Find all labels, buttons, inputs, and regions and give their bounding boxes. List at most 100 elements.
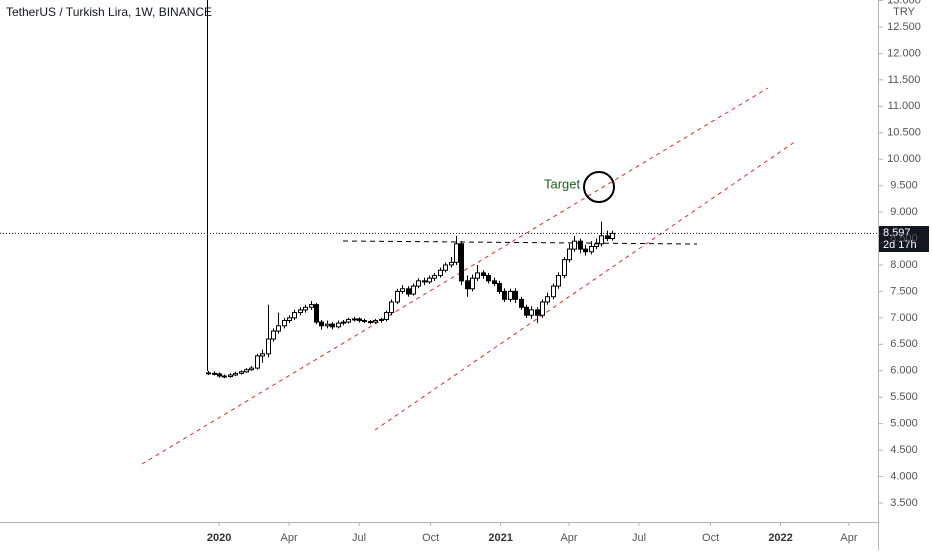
candle-body	[567, 248, 572, 261]
candle-body	[524, 306, 529, 316]
countdown: 2d 17h	[883, 239, 917, 251]
candle-body	[395, 290, 400, 303]
candle-body	[303, 306, 308, 311]
y-tick-label: 10.500	[887, 127, 921, 139]
candle-body	[411, 285, 416, 295]
candle-body	[309, 304, 314, 308]
y-tick-label: 5.500	[890, 391, 918, 403]
candle-body	[222, 375, 227, 378]
x-tick-label: Apr	[281, 532, 298, 544]
candle-body	[233, 372, 238, 376]
candle-body	[513, 290, 518, 300]
candle-body	[266, 338, 271, 355]
candle-body	[481, 272, 486, 277]
candle-body	[325, 323, 330, 327]
candle-body	[610, 232, 615, 240]
candle-body	[465, 280, 470, 290]
candle-body	[352, 318, 357, 321]
candle-body	[341, 321, 346, 324]
candle-body	[556, 275, 561, 287]
candle-body	[239, 371, 244, 374]
candle-body	[346, 318, 351, 323]
candle-body	[373, 319, 378, 323]
candle-body	[406, 288, 411, 295]
candle-body	[314, 304, 319, 323]
candle-body	[443, 264, 448, 271]
y-tick-label: 9.500	[890, 180, 918, 192]
candle-body	[362, 319, 367, 323]
y-tick-label: 11.500	[888, 74, 921, 86]
y-tick-label: 3.500	[890, 497, 918, 509]
candle-body	[336, 322, 341, 328]
candle-body	[497, 282, 502, 292]
x-tick-label: Oct	[702, 532, 719, 544]
candle-body	[502, 290, 507, 300]
candle-body	[605, 235, 610, 240]
candle-body	[519, 298, 524, 308]
candle-body	[454, 243, 459, 263]
candle-body	[244, 369, 249, 373]
candle-body	[459, 243, 464, 282]
channel-line	[141, 87, 769, 465]
y-tick-label: 9.000	[890, 206, 918, 218]
annotation: Target	[544, 176, 581, 191]
x-tick-label: 2022	[768, 532, 792, 544]
candle-body	[206, 372, 211, 375]
candle-body	[427, 277, 432, 283]
candle-body	[276, 325, 281, 332]
candle-body	[228, 374, 233, 378]
candle-body	[545, 296, 550, 303]
candle-body	[529, 309, 534, 316]
y-tick-label: 10.000	[887, 153, 921, 165]
candle-body	[535, 309, 540, 316]
candle-body	[492, 280, 497, 284]
candle-body	[330, 323, 335, 328]
plot	[0, 0, 883, 526]
y-tick-label: 6.500	[890, 338, 918, 350]
candle-body	[255, 355, 260, 369]
last-price-label: 8.597	[883, 227, 911, 239]
candle-body	[260, 353, 265, 357]
y-tick-label: 6.000	[890, 365, 918, 377]
x-tick-label: Apr	[560, 532, 577, 544]
x-tick-label: Apr	[840, 532, 857, 544]
chart-title: TetherUS / Turkish Lira, 1W, BINANCE	[6, 5, 212, 19]
candle-body	[379, 318, 384, 321]
x-tick-label: Jul	[352, 532, 366, 544]
candle-body	[298, 309, 303, 314]
candle-body	[217, 373, 222, 377]
channel-line	[374, 140, 797, 431]
y-tick-label: 4.000	[890, 470, 918, 482]
y-tick-label: 5.000	[890, 418, 918, 430]
candle-body	[475, 272, 480, 279]
y-tick-label: 4.500	[890, 444, 918, 456]
y-tick-label: 11.000	[888, 100, 921, 112]
candle-body	[319, 321, 324, 327]
candle-body	[594, 243, 599, 247]
candle-body	[562, 259, 567, 277]
y-tick-label: 12.000	[887, 47, 921, 59]
candle-body	[249, 367, 254, 371]
target-circle	[583, 171, 615, 203]
candle-body	[384, 312, 389, 320]
candle-body	[432, 275, 437, 279]
y-tick-label: 8.500	[890, 232, 918, 244]
candle-body	[578, 240, 583, 250]
x-tick-label: 2021	[488, 532, 512, 544]
candle-body	[572, 240, 577, 250]
candle-body	[282, 319, 287, 327]
candle-body	[508, 290, 513, 300]
candle-body	[400, 288, 405, 292]
candle-body	[599, 235, 604, 245]
currency-label: TRY	[893, 6, 915, 18]
x-tick-label: Jul	[632, 532, 646, 544]
y-tick-label: 13.000	[887, 0, 921, 6]
candle-body	[583, 248, 588, 253]
candle-body	[287, 317, 292, 321]
y-tick-label: 8.000	[890, 259, 918, 271]
candle-body	[357, 318, 362, 321]
y-tick-label: 7.500	[890, 285, 918, 297]
candle-body	[589, 245, 594, 253]
